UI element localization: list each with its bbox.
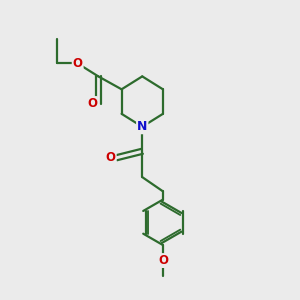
Text: O: O (73, 57, 83, 70)
Text: O: O (158, 254, 168, 267)
Text: N: N (137, 120, 147, 133)
Text: O: O (106, 151, 116, 164)
Text: O: O (87, 97, 97, 110)
